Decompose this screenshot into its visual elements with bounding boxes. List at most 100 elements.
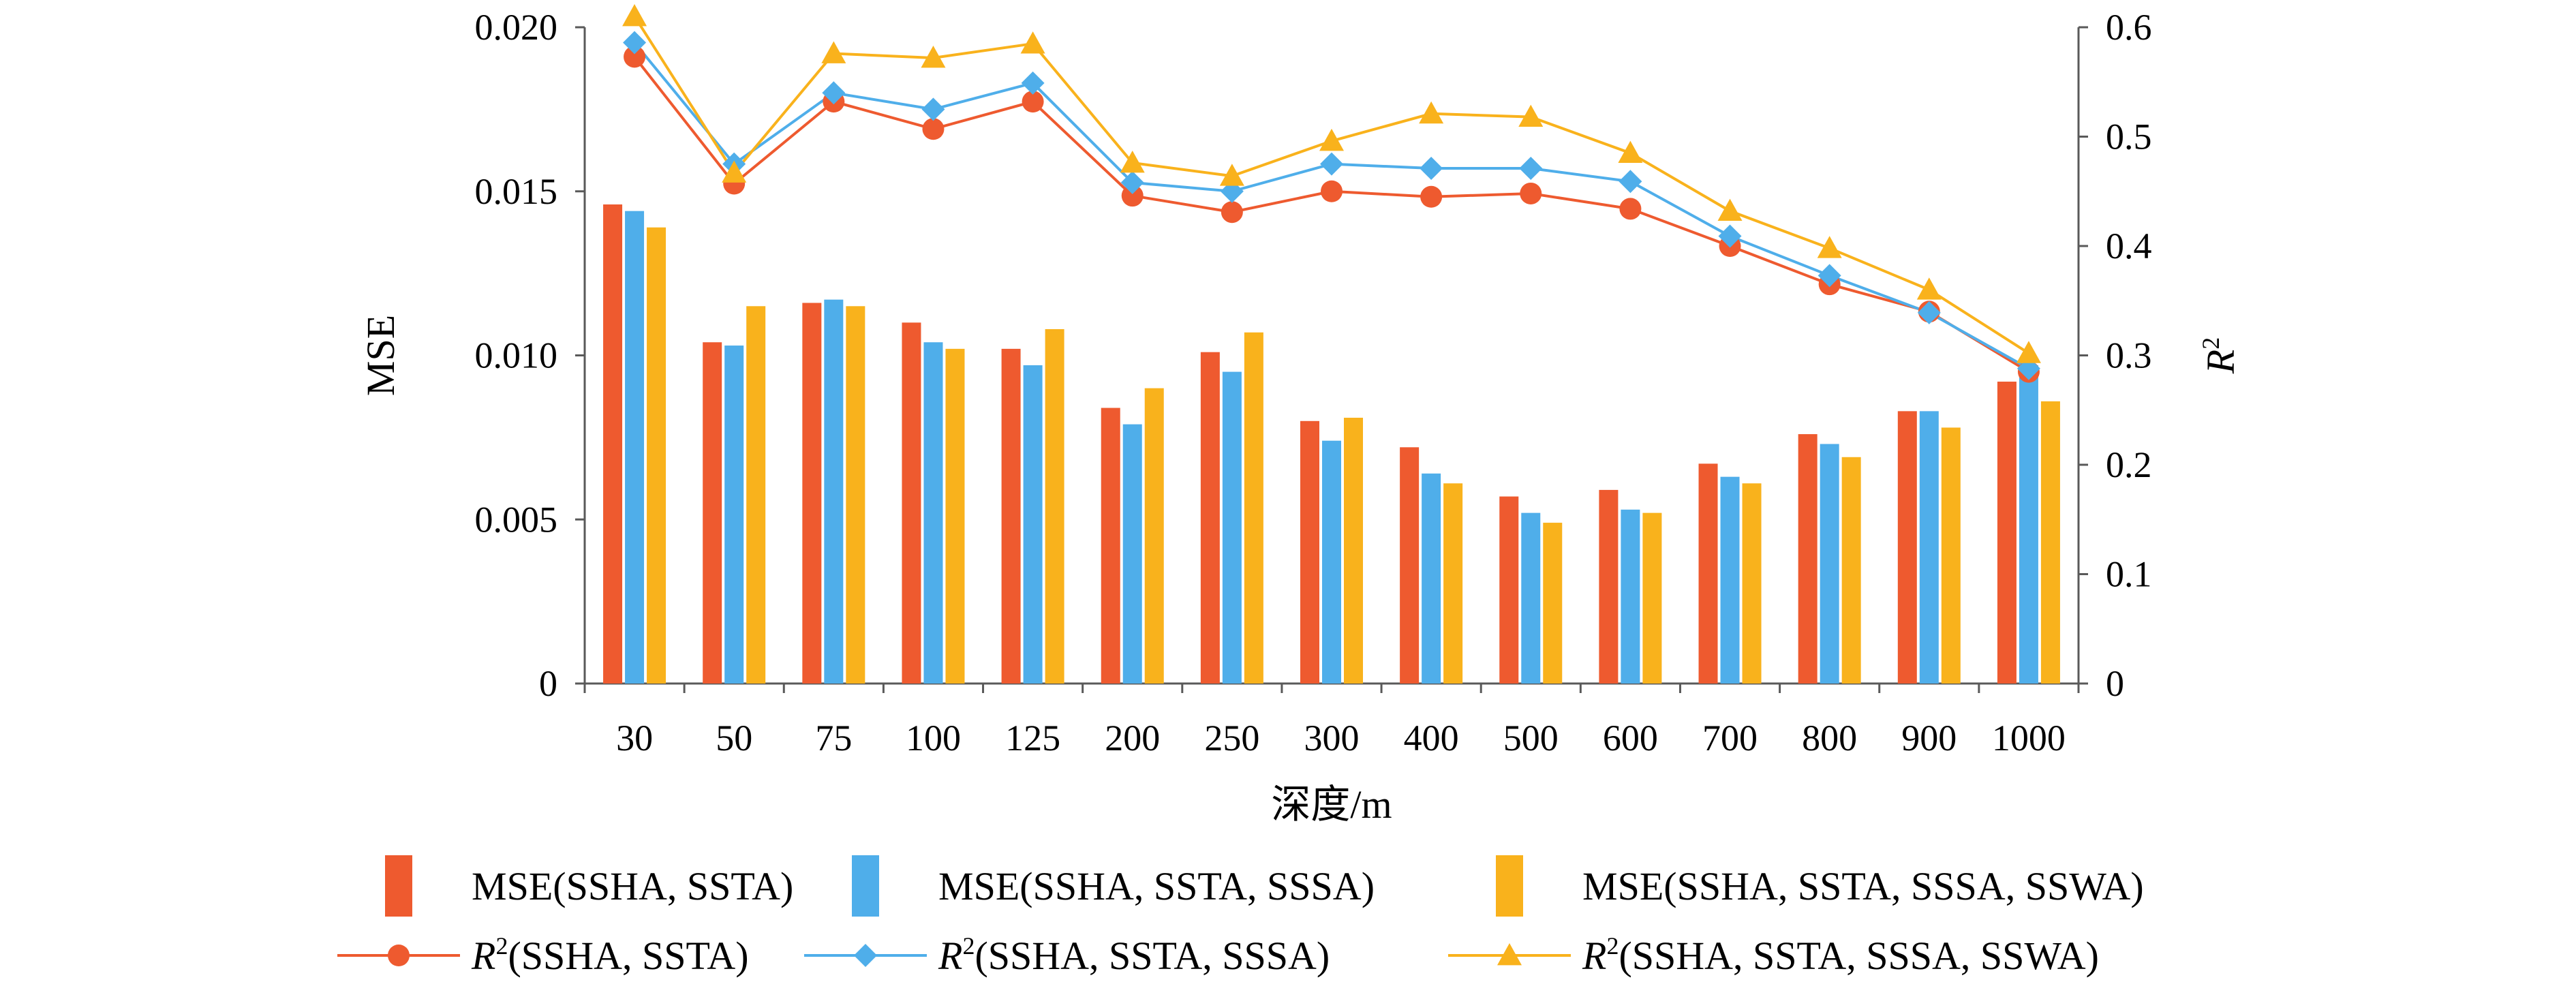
point-3-30 xyxy=(622,3,647,27)
legend-label-bar-3: MSE(SSHA, SSTA, SSSA, SSWA) xyxy=(1582,864,2144,908)
point-1-500 xyxy=(1520,182,1542,204)
point-1-100 xyxy=(922,118,945,140)
point-3-900 xyxy=(1916,277,1942,300)
x-tick-label: 30 xyxy=(616,718,653,758)
bar-3-300 xyxy=(1344,417,1363,684)
x-tick-label: 800 xyxy=(1802,718,1857,758)
point-1-125 xyxy=(1022,91,1044,113)
y-tick-label: 0.010 xyxy=(475,335,558,376)
bar-3-50 xyxy=(746,306,766,684)
bar-2-125 xyxy=(1023,365,1043,684)
point-3-400 xyxy=(1419,101,1444,124)
point-3-200 xyxy=(1120,151,1145,173)
point-3-50 xyxy=(722,160,747,183)
point-1-200 xyxy=(1121,185,1144,207)
bar-1-900 xyxy=(1897,411,1917,684)
point-2-30 xyxy=(623,31,647,55)
x-tick-label: 50 xyxy=(716,718,752,758)
bar-3-250 xyxy=(1244,332,1263,684)
point-2-500 xyxy=(1519,157,1543,181)
y2-axis-title-text: R2 xyxy=(2197,337,2243,374)
x-tick-label: 500 xyxy=(1503,718,1559,758)
bar-3-100 xyxy=(945,348,965,684)
x-tick-label: 700 xyxy=(1702,718,1758,758)
bar-2-200 xyxy=(1122,424,1142,684)
point-2-800 xyxy=(1818,264,1841,288)
plot-area: 0 0.005 0.010 0.015 0.020 0 0.1 0.2 0.3 0.4 0.5 0.6… xyxy=(358,3,2243,827)
legend-swatch-bar-1 xyxy=(385,855,412,917)
bar-1-50 xyxy=(703,342,722,684)
bar-2-900 xyxy=(1919,411,1939,684)
y-tick-label: 0.015 xyxy=(475,171,558,212)
point-3-100 xyxy=(921,45,946,68)
x-tick-label: 250 xyxy=(1204,718,1259,758)
bar-3-900 xyxy=(1941,427,1961,684)
bar-3-500 xyxy=(1543,523,1563,684)
bar-1-600 xyxy=(1599,489,1619,684)
y2-tick-label: 0.3 xyxy=(2106,335,2152,376)
bar-1-250 xyxy=(1200,352,1220,684)
bar-3-1000 xyxy=(2040,401,2060,684)
bar-2-100 xyxy=(923,342,943,684)
bar-2-75 xyxy=(824,299,844,684)
x-tick-label: 75 xyxy=(815,718,852,758)
bar-3-75 xyxy=(846,306,865,684)
legend-marker-1 xyxy=(388,945,410,966)
legend-label-bar-2: MSE(SSHA, SSTA, SSSA) xyxy=(938,864,1375,908)
bar-2-1000 xyxy=(2019,365,2038,684)
y2-tick-label: 0.5 xyxy=(2106,117,2152,157)
point-1-400 xyxy=(1420,185,1443,208)
bar-1-100 xyxy=(902,322,921,684)
x-tick-label: 300 xyxy=(1304,718,1360,758)
x-tick-label: 200 xyxy=(1105,718,1160,758)
point-3-700 xyxy=(1717,198,1743,221)
bar-1-400 xyxy=(1400,447,1420,684)
point-1-30 xyxy=(624,46,646,68)
bar-2-250 xyxy=(1222,371,1242,684)
bar-1-500 xyxy=(1499,496,1519,684)
y-axis-title: MSE xyxy=(358,315,403,396)
bar-3-200 xyxy=(1144,388,1164,684)
point-1-600 xyxy=(1619,198,1642,220)
x-tick-label: 100 xyxy=(906,718,961,758)
y2-tick-label: 0.1 xyxy=(2106,554,2152,595)
legend-label-bar-1: MSE(SSHA, SSTA) xyxy=(472,864,793,908)
point-3-250 xyxy=(1219,164,1244,186)
bar-2-400 xyxy=(1422,473,1441,684)
legend-marker-2 xyxy=(854,944,877,967)
y2-tick-label: 0.4 xyxy=(2106,226,2152,266)
point-3-75 xyxy=(821,41,846,63)
legend-marker-3 xyxy=(1497,943,1522,966)
x-axis-title: 深度/m xyxy=(1271,782,1392,827)
bar-1-700 xyxy=(1698,463,1718,684)
x-tick-label: 400 xyxy=(1404,718,1459,758)
bar-2-50 xyxy=(724,346,744,684)
x-tick-label: 1000 xyxy=(1992,718,2066,758)
bar-2-500 xyxy=(1521,512,1541,684)
point-2-200 xyxy=(1120,170,1144,194)
x-tick-label: 125 xyxy=(1005,718,1060,758)
bar-1-125 xyxy=(1001,348,1021,684)
bar-3-800 xyxy=(1841,457,1861,684)
bar-3-700 xyxy=(1742,483,1762,684)
point-3-500 xyxy=(1518,104,1544,127)
y-tick-label: 0 xyxy=(539,663,557,704)
legend-label-line-1: R2(SSHA, SSTA) xyxy=(471,932,749,978)
legend-label-line-2: R2(SSHA, SSTA, SSSA) xyxy=(938,932,1330,978)
point-1-300 xyxy=(1321,180,1343,202)
point-1-250 xyxy=(1221,201,1243,224)
bar-3-30 xyxy=(647,227,666,684)
bar-1-300 xyxy=(1300,420,1319,684)
bar-1-200 xyxy=(1101,408,1120,684)
legend-swatch-bar-2 xyxy=(852,855,879,917)
point-2-900 xyxy=(1917,301,1941,324)
bar-2-700 xyxy=(1720,476,1740,684)
y2-tick-label: 0.6 xyxy=(2106,7,2152,48)
point-3-800 xyxy=(1817,236,1842,258)
bar-3-400 xyxy=(1443,483,1463,684)
bar-2-30 xyxy=(625,211,645,684)
point-2-125 xyxy=(1021,71,1045,95)
point-2-600 xyxy=(1619,170,1642,194)
bar-2-800 xyxy=(1820,444,1839,684)
